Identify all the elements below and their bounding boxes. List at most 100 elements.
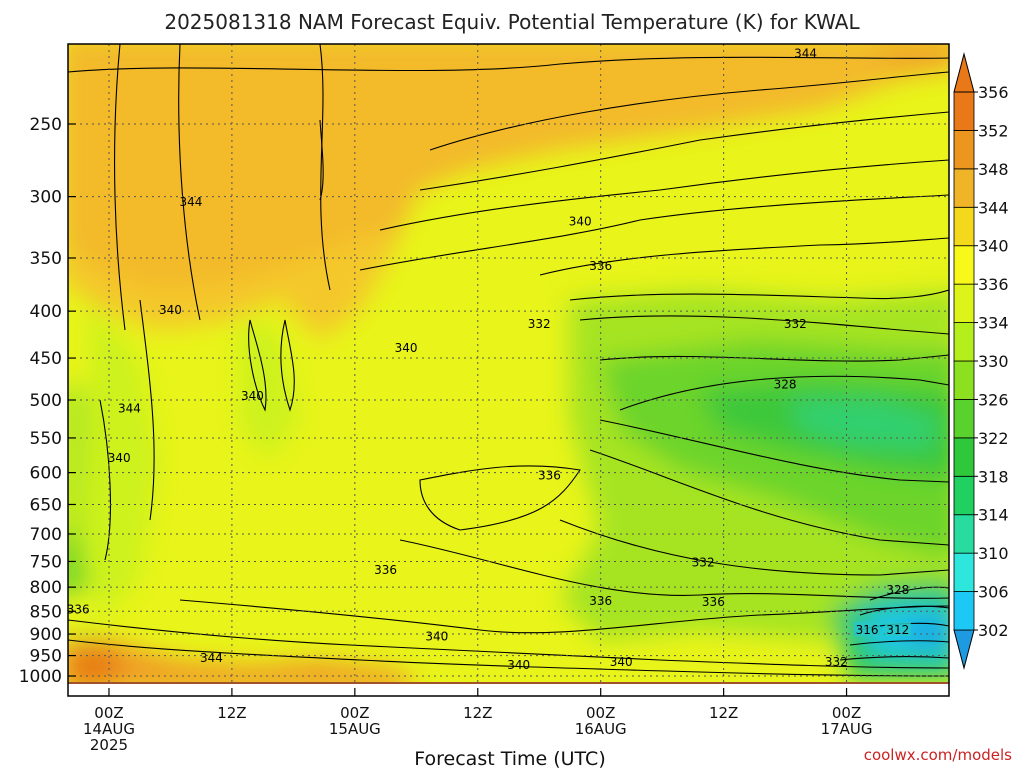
y-tick-label-450: 450 [30, 349, 62, 369]
contour-label-text: 340 [108, 451, 131, 465]
contour-label-text: 340 [610, 655, 633, 669]
y-tick-label-350: 350 [30, 249, 62, 269]
y-tick-label-500: 500 [30, 391, 62, 411]
contour-label-text: 340 [395, 341, 418, 355]
colorbar-swatch-330 [953, 322, 975, 362]
colorbar-label-318: 318 [978, 467, 1009, 486]
contour-label-13: 336 [374, 563, 397, 577]
y-axis-pressure: 250 300 350 400 450 500 550 600 650 700 750 800 850 9… [19, 115, 76, 687]
contour-label-bg [884, 621, 911, 636]
y-tick-label-950: 950 [30, 647, 62, 667]
colorbar-label-322: 322 [978, 429, 1009, 448]
x-tick-label-h24-1: 15AUG [329, 720, 381, 738]
plot-frame [67, 43, 950, 697]
x-axis-label: Forecast Time (UTC) [414, 748, 605, 768]
x-tick-label-h60-0: 12Z [709, 704, 738, 722]
contour-label-text: 332 [784, 317, 807, 331]
contour-label-text: 340 [159, 303, 182, 317]
contour-label-12: 336 [538, 469, 561, 483]
contour-label-bg [854, 621, 881, 636]
contour-label-text: 316 [856, 623, 879, 637]
contour-label-22: 344 [200, 651, 223, 665]
contour-label-17: 336 [67, 602, 90, 616]
contour-label-text: 344 [118, 401, 141, 415]
x-tick-label-h0-1: 14AUG [83, 720, 135, 738]
colorbar-label-344: 344 [978, 198, 1009, 217]
colorbar-swatch-310 [953, 514, 975, 554]
colorbar-label-302: 302 [978, 621, 1009, 640]
y-tick-label-600: 600 [30, 464, 62, 484]
contour-label-25: 332 [825, 655, 848, 669]
contour-label-23: 340 [507, 658, 530, 672]
x-tick-label-h12-0: 12Z [217, 704, 246, 722]
contour-label-0: 344 [794, 47, 817, 61]
colorbar-label-348: 348 [978, 160, 1009, 179]
colorbar-label-326: 326 [978, 390, 1009, 409]
credit-text: coolwx.com/models [864, 746, 1012, 764]
y-tick-label-800: 800 [30, 578, 62, 598]
contour-label-14: 332 [692, 556, 715, 570]
contour-label-11: 340 [108, 451, 131, 465]
contour-label-text: 328 [886, 583, 909, 597]
contour-label-text: 344 [794, 47, 817, 61]
colorbar-swatch-318 [953, 437, 975, 477]
colorbar-label-340: 340 [978, 237, 1009, 256]
contour-label-24: 340 [610, 655, 633, 669]
contour-label-15: 336 [589, 594, 612, 608]
y-tick-label-850: 850 [30, 602, 62, 622]
colorbar-swatch-306 [953, 552, 975, 592]
colorbar-label-334: 334 [978, 314, 1009, 333]
contour-label-text: 336 [589, 594, 612, 608]
contour-label-text: 344 [200, 651, 223, 665]
y-tick-label-650: 650 [30, 495, 62, 515]
contour-label-text: 336 [374, 563, 397, 577]
contour-labels: 344 344 340 336 340 332 332 340 328 340 344 340 336 3… [67, 47, 911, 672]
colorbar-swatch-352 [953, 91, 975, 131]
x-tick-label-h24-0: 00Z [340, 704, 369, 722]
contour-label-21: 312 [884, 621, 911, 637]
colorbar-label-306: 306 [978, 583, 1009, 602]
colorbar-arrow-high [953, 52, 975, 93]
y-tick-label-400: 400 [30, 302, 62, 322]
colorbar-swatch-302 [953, 591, 975, 631]
colorbar-swatch-322 [953, 399, 975, 439]
contour-label-8: 328 [774, 377, 797, 391]
plot-area: 344 344 340 336 340 332 332 340 328 340 344 340 336 3… [19, 43, 950, 754]
contour-label-text: 332 [528, 317, 551, 331]
x-tick-label-h72-1: 17AUG [821, 720, 873, 738]
contour-label-5: 332 [528, 317, 551, 331]
contour-label-text: 332 [692, 556, 715, 570]
colorbar-label-352: 352 [978, 121, 1009, 140]
contour-label-18: 328 [886, 583, 909, 597]
y-tick-label-1000: 1000 [19, 667, 62, 687]
x-tick-label-h48-1: 16AUG [575, 720, 627, 738]
contour-label-20: 316 [854, 621, 881, 637]
contour-label-text: 312 [886, 623, 909, 637]
x-tick-label-h0-0: 00Z [94, 704, 123, 722]
colorbar-swatch-334 [953, 283, 975, 323]
chart-title: 2025081318 NAM Forecast Equiv. Potential… [164, 10, 860, 34]
colorbar-swatch-314 [953, 475, 975, 516]
contour-label-1: 344 [179, 195, 202, 209]
contour-label-text: 332 [825, 655, 848, 669]
ground-layer [68, 682, 949, 684]
contour-label-text: 340 [569, 214, 592, 228]
contour-label-text: 344 [179, 195, 202, 209]
x-tick-label-h72-0: 00Z [832, 704, 861, 722]
x-tick-label-h36-0: 12Z [463, 704, 492, 722]
contour-label-3: 336 [589, 259, 612, 273]
contour-label-text: 328 [774, 377, 797, 391]
colorbar-swatch-344 [953, 168, 975, 208]
theta-e-field [68, 44, 949, 684]
contour-label-10: 344 [118, 401, 141, 415]
colorbar-swatch-340 [953, 206, 975, 247]
contour-label-4: 340 [159, 303, 182, 317]
y-tick-label-300: 300 [30, 188, 62, 208]
contour-label-text: 336 [589, 259, 612, 273]
colorbar-label-330: 330 [978, 352, 1009, 371]
contour-lines [68, 44, 949, 677]
colorbar-swatch-336 [953, 245, 975, 285]
contour-label-6: 332 [784, 317, 807, 331]
colorbar-swatch-326 [953, 360, 975, 400]
